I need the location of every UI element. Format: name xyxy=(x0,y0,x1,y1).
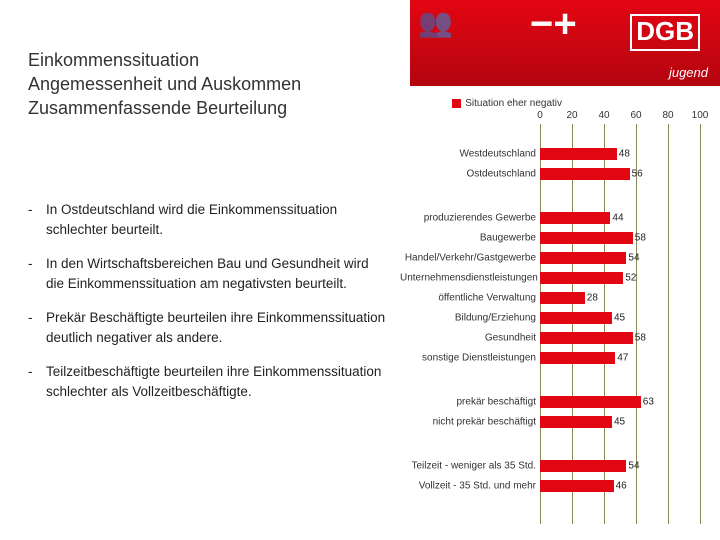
chart-row-label: Ostdeutschland xyxy=(400,169,536,180)
chart-row-label: Vollzeit - 35 Std. und mehr xyxy=(400,481,536,492)
plus-minus-icon: −+ xyxy=(530,2,577,47)
chart-bar xyxy=(540,212,610,224)
chart-bar-value: 46 xyxy=(616,481,627,492)
bullet-text: Prekär Beschäftigte beurteilen ihre Eink… xyxy=(46,308,388,348)
chart-xtick: 60 xyxy=(630,110,641,121)
slide: Einkommenssituation Angemessenheit und A… xyxy=(0,0,720,540)
bullet-dash: - xyxy=(28,200,46,240)
people-icon: 👥 xyxy=(418,6,455,39)
legend-label: Situation eher negativ xyxy=(465,98,562,109)
bullet-dash: - xyxy=(28,254,46,294)
chart-row-label: nicht prekär beschäftigt xyxy=(400,417,536,428)
chart-bar xyxy=(540,272,623,284)
bullet-text: Teilzeitbeschäftigte beurteilen ihre Ein… xyxy=(46,362,388,402)
bullet-item: -Teilzeitbeschäftigte beurteilen ihre Ei… xyxy=(28,362,388,402)
chart-bar xyxy=(540,332,633,344)
chart-bar xyxy=(540,168,630,180)
chart-bar xyxy=(540,148,617,160)
chart-row-label: Gesundheit xyxy=(400,333,536,344)
chart-bar-value: 54 xyxy=(628,253,639,264)
bullet-item: -Prekär Beschäftigte beurteilen ihre Ein… xyxy=(28,308,388,348)
chart-legend: Situation eher negativ xyxy=(452,98,562,109)
bullet-dash: - xyxy=(28,362,46,402)
chart-bar-value: 58 xyxy=(635,333,646,344)
chart-row-label: sonstige Dienstleistungen xyxy=(400,353,536,364)
title-line-2: Angemessenheit und Auskommen xyxy=(28,72,428,96)
chart-xtick: 100 xyxy=(692,110,709,121)
chart-bar-value: 28 xyxy=(587,293,598,304)
chart-bar-value: 63 xyxy=(643,397,654,408)
chart-bar xyxy=(540,352,615,364)
title-line-3: Zusammenfassende Beurteilung xyxy=(28,96,428,120)
chart-bar-value: 45 xyxy=(614,417,625,428)
bar-chart: 020406080100 485644585452284558476345544… xyxy=(400,110,710,530)
bullet-list: -In Ostdeutschland wird die Einkommenssi… xyxy=(28,200,388,416)
chart-bar-value: 44 xyxy=(612,213,623,224)
chart-bar xyxy=(540,312,612,324)
chart-xtick: 0 xyxy=(537,110,543,121)
bullet-item: -In den Wirtschaftsbereichen Bau und Ges… xyxy=(28,254,388,294)
chart-bar-value: 56 xyxy=(632,169,643,180)
chart-bar xyxy=(540,292,585,304)
bullet-text: In Ostdeutschland wird die Einkommenssit… xyxy=(46,200,388,240)
chart-bar-value: 52 xyxy=(625,273,636,284)
chart-bar-value: 48 xyxy=(619,149,630,160)
chart-xtick: 20 xyxy=(566,110,577,121)
chart-row-label: Teilzeit - weniger als 35 Std. xyxy=(400,461,536,472)
chart-bar xyxy=(540,460,626,472)
legend-swatch xyxy=(452,99,461,108)
bullet-item: -In Ostdeutschland wird die Einkommenssi… xyxy=(28,200,388,240)
dgb-logo: DGB xyxy=(630,14,700,51)
chart-gridline xyxy=(668,124,669,524)
chart-bar-value: 47 xyxy=(617,353,628,364)
chart-plot-area: 020406080100 485644585452284558476345544… xyxy=(540,124,700,524)
chart-row-label: Handel/Verkehr/Gastgewerbe xyxy=(400,253,536,264)
chart-bar xyxy=(540,396,641,408)
chart-row-label: Westdeutschland xyxy=(400,149,536,160)
chart-row-label: Unternehmensdienstleistungen xyxy=(400,273,536,284)
chart-bar-value: 54 xyxy=(628,461,639,472)
chart-gridline xyxy=(700,124,701,524)
chart-row-label: Bildung/Erziehung xyxy=(400,313,536,324)
chart-bar-value: 58 xyxy=(635,233,646,244)
chart-bar xyxy=(540,252,626,264)
chart-bar xyxy=(540,232,633,244)
bullet-text: In den Wirtschaftsbereichen Bau und Gesu… xyxy=(46,254,388,294)
chart-xtick: 40 xyxy=(598,110,609,121)
chart-bar xyxy=(540,480,614,492)
bullet-dash: - xyxy=(28,308,46,348)
chart-xtick: 80 xyxy=(662,110,673,121)
slide-title: Einkommenssituation Angemessenheit und A… xyxy=(28,48,428,120)
logo-banner: 👥 −+ DGB jugend xyxy=(410,0,720,86)
chart-row-label: produzierendes Gewerbe xyxy=(400,213,536,224)
title-line-1: Einkommenssituation xyxy=(28,48,428,72)
chart-row-label: prekär beschäftigt xyxy=(400,397,536,408)
chart-row-label: Baugewerbe xyxy=(400,233,536,244)
chart-row-label: öffentliche Verwaltung xyxy=(400,293,536,304)
chart-x-axis: 020406080100 xyxy=(540,110,700,122)
chart-bar xyxy=(540,416,612,428)
chart-bar-value: 45 xyxy=(614,313,625,324)
dgb-jugend-label: jugend xyxy=(669,65,708,80)
